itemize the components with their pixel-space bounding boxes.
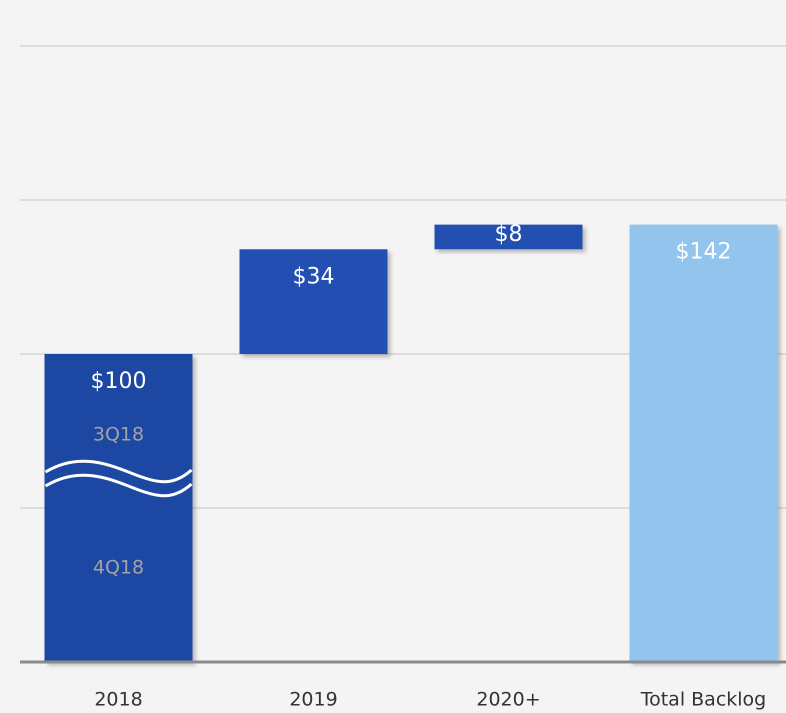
annotation: 4Q18 — [93, 557, 144, 579]
break-wave — [44, 459, 193, 484]
x-tick-label: 2020+ — [476, 689, 540, 711]
value-label: $142 — [676, 240, 732, 265]
annotation: 3Q18 — [93, 424, 144, 446]
value-label: $8 — [495, 222, 523, 247]
bar — [44, 354, 193, 662]
bar — [239, 249, 388, 354]
x-tick-label: 2019 — [289, 689, 337, 711]
bar — [434, 224, 583, 250]
bar — [629, 224, 778, 662]
value-label: $34 — [293, 264, 335, 289]
x-tick-label: Total Backlog — [640, 689, 767, 711]
x-tick-label: 2018 — [94, 689, 142, 711]
break-wave — [44, 473, 193, 498]
value-label: $100 — [91, 369, 147, 394]
